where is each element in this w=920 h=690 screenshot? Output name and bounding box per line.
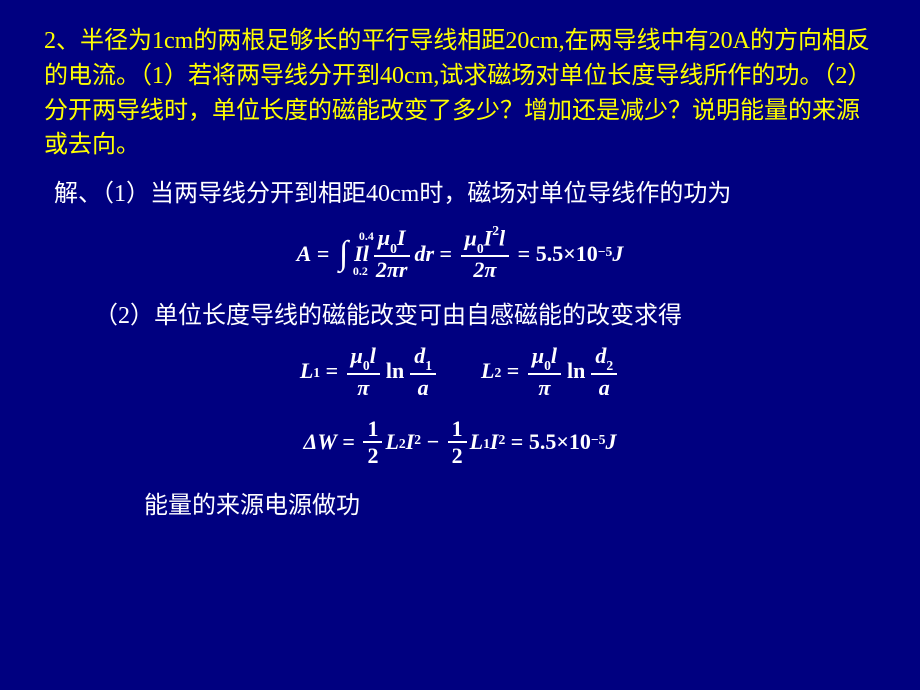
I-b: I <box>490 429 499 455</box>
var-A: A <box>297 241 312 267</box>
L2-sub: 2 <box>494 365 501 381</box>
equation-delta-W: ΔW = 1 2 L2I2 − 1 2 L1I2 = 5.5×10−5 J <box>44 417 876 467</box>
equals: = <box>311 241 335 267</box>
den2: 2π <box>469 257 500 281</box>
I-b-sq: 2 <box>498 432 505 448</box>
mu: μ <box>378 225 390 250</box>
integral-symbol: ∫ <box>339 235 348 273</box>
I: I <box>397 225 406 250</box>
equation-work-expr: A = ∫ 0.4 0.2 Il μ0I 2πr dr = μ0I2l 2π =… <box>297 226 624 281</box>
eq-sign: = <box>320 358 344 384</box>
unit-J2: J <box>605 429 616 455</box>
equation-L1-L2: L1 = μ0l π ln d1 a L2 = μ0l π ln d2 a <box>44 344 876 399</box>
equation-dW-expr: ΔW = 1 2 L2I2 − 1 2 L1I2 = 5.5×10−5 J <box>304 417 617 467</box>
eq-sign2: = <box>501 358 525 384</box>
solution-part1-text: 解、（1）当两导线分开到相距40cm时，磁场对单位导线作的功为 <box>54 177 876 212</box>
frac-mu0l-pi-2: μ0l π <box>528 344 561 399</box>
equation-L1: L1 = μ0l π ln d1 a <box>300 344 439 399</box>
half2n: 1 <box>448 417 467 443</box>
ln2: ln <box>567 358 585 384</box>
equation-work: A = ∫ 0.4 0.2 Il μ0I 2πr dr = μ0I2l 2π =… <box>44 226 876 281</box>
l: l <box>499 225 505 250</box>
equals-3: = <box>512 241 536 267</box>
unit-J: J <box>612 241 623 267</box>
dW: ΔW <box>304 429 337 455</box>
equation-L2: L2 = μ0l π ln d2 a <box>481 344 620 399</box>
I2: I <box>484 225 493 250</box>
ln1: ln <box>386 358 404 384</box>
dW-result: 5.5×10 <box>529 429 591 455</box>
half1: 1 2 <box>363 417 382 467</box>
frac-d1-a: d1 a <box>410 344 436 399</box>
L1t: L <box>470 429 483 455</box>
I-a-sq: 2 <box>414 432 421 448</box>
d2: d <box>595 343 606 368</box>
a2: a <box>595 375 614 399</box>
sq: 2 <box>492 223 499 238</box>
L2ts: 2 <box>399 436 406 452</box>
mu-l2: μ <box>532 343 544 368</box>
I-a: I <box>406 429 415 455</box>
minus: − <box>421 429 445 455</box>
sub-l2: 0 <box>544 358 551 373</box>
eq-sign4: = <box>505 429 529 455</box>
half2d: 2 <box>448 443 467 467</box>
L2t: L <box>385 429 398 455</box>
L2: L <box>481 358 494 384</box>
result-exp: −5 <box>598 244 613 260</box>
eq-sign3: = <box>337 429 361 455</box>
integral-upper: 0.4 <box>359 229 374 244</box>
pi-l1: π <box>353 375 373 399</box>
den: 2πr <box>372 257 412 281</box>
L1-sub: 1 <box>313 365 320 381</box>
mu2: μ <box>465 225 477 250</box>
L1: L <box>300 358 313 384</box>
half2: 1 2 <box>448 417 467 467</box>
frac-mu0I2l-over-2pi: μ0I2l 2π <box>461 226 510 281</box>
d1-sub: 1 <box>425 358 432 373</box>
frac-mu0I-over-2pir: μ0I 2πr <box>372 226 412 281</box>
result-value: 5.5×10 <box>536 241 598 267</box>
solution-part2-text: （2）单位长度导线的磁能改变可由自感磁能的改变求得 <box>94 299 876 334</box>
problem-statement: 2、半径为1cm的两根足够长的平行导线相距20cm,在两导线中有20A的方向相反… <box>44 24 876 163</box>
dW-result-exp: −5 <box>591 432 606 448</box>
pi-l2: π <box>534 375 554 399</box>
conclusion-text: 能量的来源电源做功 <box>144 485 876 520</box>
frac-d2-a: d2 a <box>591 344 617 399</box>
l-l2: l <box>551 343 557 368</box>
dr: dr <box>414 241 434 267</box>
equals-2: = <box>434 241 458 267</box>
a1: a <box>414 375 433 399</box>
L1ts: 1 <box>483 436 490 452</box>
sub0b: 0 <box>477 241 484 256</box>
half1n: 1 <box>363 417 382 443</box>
sub0: 0 <box>390 241 397 256</box>
l-l1: l <box>370 343 376 368</box>
d1: d <box>414 343 425 368</box>
d2-sub: 2 <box>606 358 613 373</box>
half1d: 2 <box>363 443 382 467</box>
integral-lower: 0.2 <box>353 264 368 279</box>
frac-mu0l-pi-1: μ0l π <box>347 344 380 399</box>
sub-l1: 0 <box>363 358 370 373</box>
integral: ∫ 0.4 0.2 <box>339 235 350 273</box>
mu-l1: μ <box>351 343 363 368</box>
